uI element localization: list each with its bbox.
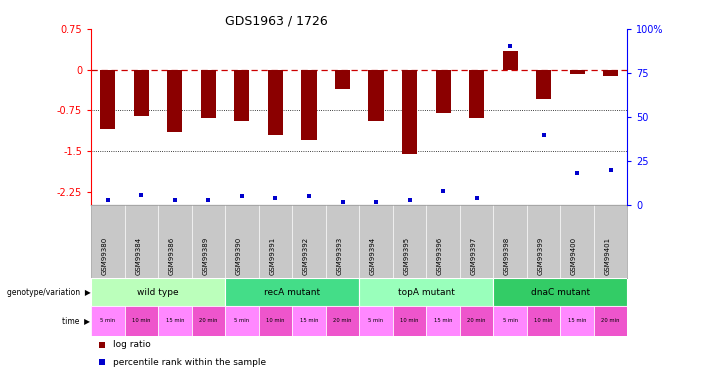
- Bar: [460, 306, 494, 336]
- Text: GSM99393: GSM99393: [336, 236, 343, 274]
- Text: topA mutant: topA mutant: [398, 288, 455, 297]
- Bar: [225, 278, 360, 306]
- Text: GSM99380: GSM99380: [102, 236, 108, 274]
- Bar: [225, 306, 259, 336]
- Text: 5 min: 5 min: [234, 318, 250, 324]
- Text: recA mutant: recA mutant: [264, 288, 320, 297]
- Bar: [426, 306, 460, 336]
- Bar: [494, 278, 627, 306]
- Text: GSM99396: GSM99396: [437, 236, 443, 274]
- Text: dnaC mutant: dnaC mutant: [531, 288, 590, 297]
- Bar: [326, 306, 359, 336]
- Bar: [268, 69, 283, 135]
- Bar: [201, 69, 216, 118]
- Bar: [234, 69, 250, 121]
- Text: log ratio: log ratio: [113, 340, 150, 349]
- Bar: [91, 278, 225, 306]
- Bar: [158, 306, 191, 336]
- Text: GSM99401: GSM99401: [605, 237, 611, 274]
- Text: 15 min: 15 min: [165, 318, 184, 324]
- Text: GDS1963 / 1726: GDS1963 / 1726: [225, 15, 328, 28]
- Bar: [393, 306, 426, 336]
- Bar: [503, 51, 517, 69]
- Text: genotype/variation  ▶: genotype/variation ▶: [7, 288, 90, 297]
- Text: 20 min: 20 min: [199, 318, 218, 324]
- Bar: [570, 69, 585, 74]
- Text: 15 min: 15 min: [434, 318, 452, 324]
- Bar: [335, 69, 350, 88]
- Text: GSM99389: GSM99389: [203, 236, 208, 274]
- Text: GSM99400: GSM99400: [571, 237, 577, 274]
- Text: 20 min: 20 min: [468, 318, 486, 324]
- Text: 15 min: 15 min: [568, 318, 586, 324]
- Text: GSM99391: GSM99391: [269, 236, 275, 274]
- Text: GSM99390: GSM99390: [236, 236, 242, 274]
- Bar: [359, 306, 393, 336]
- Text: 5 min: 5 min: [503, 318, 517, 324]
- Text: GSM99386: GSM99386: [169, 236, 175, 274]
- Bar: [494, 306, 527, 336]
- Bar: [359, 278, 494, 306]
- Text: GSM99395: GSM99395: [404, 237, 409, 274]
- Text: wild type: wild type: [137, 288, 179, 297]
- Bar: [100, 69, 116, 129]
- Text: time  ▶: time ▶: [62, 316, 90, 326]
- Text: GSM99398: GSM99398: [504, 236, 510, 274]
- Text: GSM99397: GSM99397: [470, 236, 477, 274]
- Text: GSM99394: GSM99394: [370, 237, 376, 274]
- Bar: [259, 306, 292, 336]
- Bar: [560, 306, 594, 336]
- Text: 10 min: 10 min: [400, 318, 418, 324]
- Bar: [292, 306, 326, 336]
- Bar: [191, 306, 225, 336]
- Text: 10 min: 10 min: [266, 318, 285, 324]
- Text: GSM99384: GSM99384: [135, 237, 142, 274]
- Bar: [402, 69, 417, 154]
- Text: percentile rank within the sample: percentile rank within the sample: [113, 358, 266, 367]
- Text: 20 min: 20 min: [333, 318, 352, 324]
- Text: GSM99399: GSM99399: [538, 236, 543, 274]
- Bar: [527, 306, 560, 336]
- Bar: [469, 69, 484, 118]
- Bar: [594, 306, 627, 336]
- Bar: [603, 69, 618, 76]
- Bar: [125, 306, 158, 336]
- Bar: [301, 69, 317, 140]
- Text: 10 min: 10 min: [534, 318, 553, 324]
- Bar: [536, 69, 551, 99]
- Bar: [134, 69, 149, 116]
- Bar: [91, 306, 125, 336]
- Bar: [168, 69, 182, 132]
- Bar: [369, 69, 383, 121]
- Text: 15 min: 15 min: [300, 318, 318, 324]
- Text: 5 min: 5 min: [100, 318, 116, 324]
- Text: 10 min: 10 min: [132, 318, 151, 324]
- Bar: [435, 69, 451, 113]
- Text: GSM99392: GSM99392: [303, 237, 309, 274]
- Text: 5 min: 5 min: [369, 318, 383, 324]
- Text: 20 min: 20 min: [601, 318, 620, 324]
